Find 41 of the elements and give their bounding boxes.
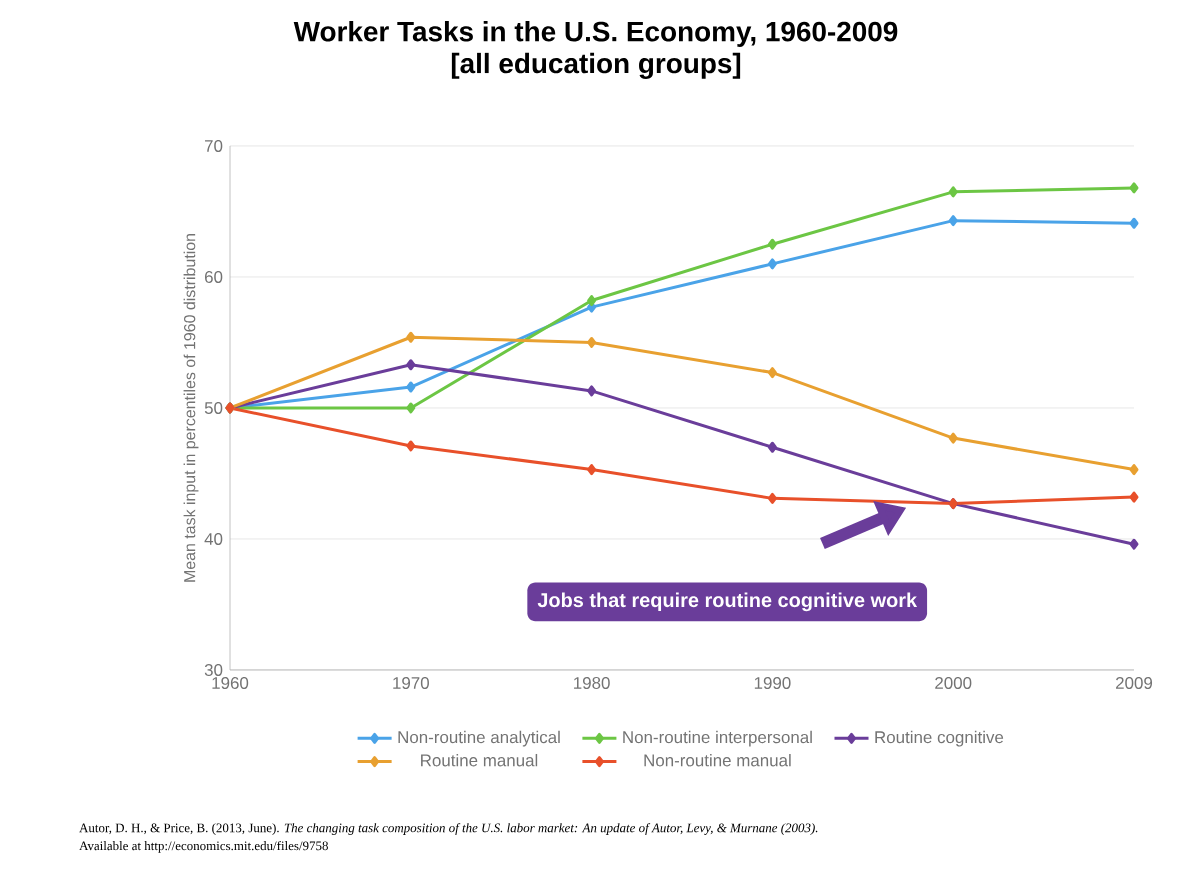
point xyxy=(1129,217,1139,229)
y-tick-label: 50 xyxy=(204,401,223,414)
point xyxy=(767,238,777,250)
legend-label: Routine manual xyxy=(421,753,538,767)
x-tick-label: 1990 xyxy=(754,677,791,689)
point xyxy=(406,402,416,414)
y-tick-label: 70 xyxy=(205,139,223,152)
point xyxy=(767,258,777,270)
legend-label: Non-routine manual xyxy=(644,753,791,767)
chart-subtitle: [all education groups] xyxy=(451,52,741,79)
y-tick-label: 30 xyxy=(204,663,223,676)
point xyxy=(587,336,597,348)
point xyxy=(406,381,416,393)
point xyxy=(406,440,416,452)
y-tick-label: 40 xyxy=(204,532,223,545)
y-tick-label: 60 xyxy=(205,270,223,283)
x-tick-label: 1960 xyxy=(212,677,249,689)
point xyxy=(767,492,777,504)
legend-label: Non-routine interpersonal xyxy=(623,730,812,747)
legend-label: Non-routine analytical xyxy=(398,730,560,747)
point xyxy=(587,295,597,307)
point xyxy=(948,186,958,198)
point xyxy=(767,441,777,453)
legend-label: Routine cognitive xyxy=(875,730,1004,747)
annotation: Jobs that require routine cognitive work xyxy=(537,592,918,612)
point xyxy=(1129,182,1139,194)
x-tick-label: 1970 xyxy=(393,677,429,689)
x-tick-label: 2000 xyxy=(935,677,972,689)
point xyxy=(1129,538,1139,550)
chart-title: Worker Tasks in the U.S. Economy, 1960-2009 xyxy=(293,20,898,47)
point xyxy=(406,331,416,343)
point xyxy=(587,385,597,397)
point xyxy=(767,367,777,379)
point xyxy=(1129,491,1139,503)
x-tick-label: 1980 xyxy=(574,677,610,689)
x-tick-label: 2009 xyxy=(1116,677,1153,689)
point xyxy=(948,432,958,444)
point xyxy=(1129,464,1139,476)
point xyxy=(948,215,958,227)
point xyxy=(406,359,416,371)
point xyxy=(587,464,597,476)
